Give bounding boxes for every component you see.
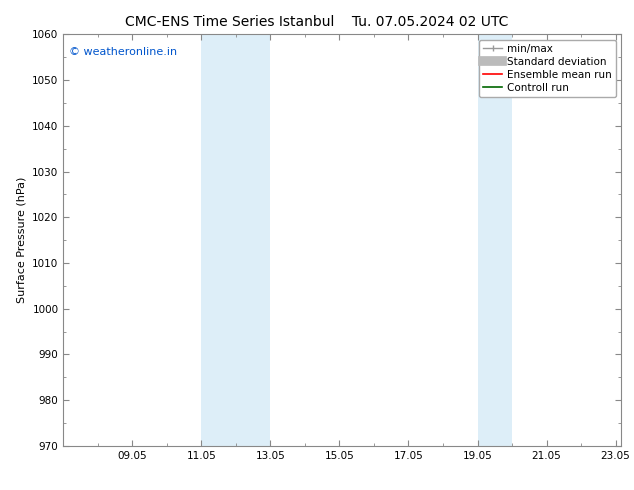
Bar <box>477 34 512 446</box>
Bar <box>202 34 271 446</box>
Text: CMC-ENS Time Series Istanbul    Tu. 07.05.2024 02 UTC: CMC-ENS Time Series Istanbul Tu. 07.05.2… <box>126 15 508 29</box>
Y-axis label: Surface Pressure (hPa): Surface Pressure (hPa) <box>16 177 27 303</box>
Text: © weatheronline.in: © weatheronline.in <box>69 47 177 57</box>
Legend: min/max, Standard deviation, Ensemble mean run, Controll run: min/max, Standard deviation, Ensemble me… <box>479 40 616 97</box>
